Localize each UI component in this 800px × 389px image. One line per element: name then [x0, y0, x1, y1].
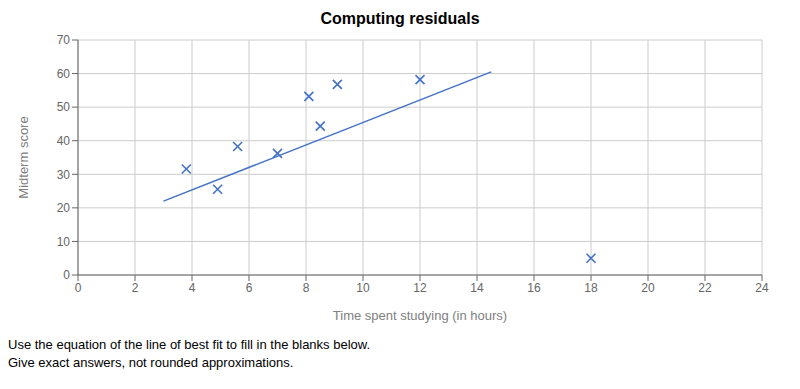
svg-text:10: 10: [356, 281, 370, 295]
svg-text:22: 22: [698, 281, 712, 295]
svg-text:14: 14: [470, 281, 484, 295]
svg-text:40: 40: [57, 134, 71, 148]
svg-text:8: 8: [303, 281, 310, 295]
svg-text:20: 20: [641, 281, 655, 295]
svg-text:30: 30: [57, 168, 71, 182]
svg-text:24: 24: [755, 281, 769, 295]
svg-text:18: 18: [584, 281, 598, 295]
html-text:Give exact answers, not rounde: Give exact answers, not rounded approxim…: [8, 355, 294, 370]
svg-text:10: 10: [57, 235, 71, 249]
svg-text:Time spent studying (in hours): Time spent studying (in hours): [333, 308, 507, 323]
svg-text:2: 2: [132, 281, 139, 295]
svg-text:4: 4: [189, 281, 196, 295]
html-text:Use the equation of the line o: Use the equation of the line of best fit…: [8, 337, 371, 352]
svg-text:16: 16: [527, 281, 541, 295]
html-text:Computing residuals: Computing residuals: [320, 10, 480, 27]
svg-text:0: 0: [75, 281, 82, 295]
svg-text:6: 6: [246, 281, 253, 295]
svg-text:60: 60: [57, 67, 71, 81]
svg-text:50: 50: [57, 100, 71, 114]
svg-text:Midterm score: Midterm score: [16, 116, 31, 198]
svg-text:0: 0: [63, 268, 70, 282]
svg-text:20: 20: [57, 201, 71, 215]
svg-text:70: 70: [57, 33, 71, 47]
svg-text:12: 12: [413, 281, 427, 295]
